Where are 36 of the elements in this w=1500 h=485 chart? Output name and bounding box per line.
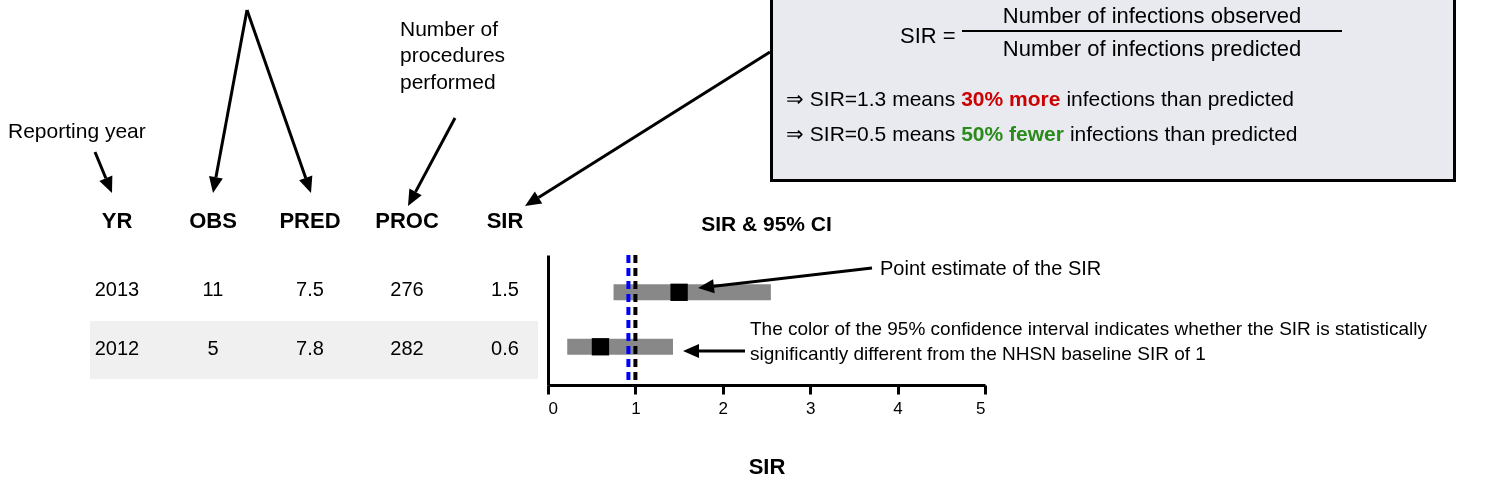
- x-tick-label: 4: [893, 398, 903, 418]
- text: 7.8: [296, 337, 324, 359]
- x-tick-label: 0: [548, 398, 558, 418]
- text: 5: [207, 337, 219, 359]
- chart-title: SIR & 95% CI: [701, 212, 832, 235]
- annotation: Point estimate of the SIR: [880, 256, 1102, 281]
- text: Number of infections predicted: [1001, 35, 1303, 63]
- text: 2013: [94, 278, 140, 300]
- x-tick-label: 3: [805, 398, 816, 418]
- text: 30% more: [961, 87, 1061, 110]
- text: Number of infections observed: [1001, 2, 1303, 30]
- text: 276: [390, 278, 424, 300]
- text: ⇒ SIR=0.5 means: [786, 122, 956, 145]
- text: 282: [390, 337, 424, 359]
- text: Number of procedures performed: [400, 16, 507, 95]
- text: infections than predicted: [1069, 122, 1298, 145]
- x-tick-label: 1: [631, 398, 641, 418]
- text: 7.5: [296, 278, 324, 300]
- text: 0.6: [491, 337, 519, 359]
- category-label: SIR: [485, 208, 525, 234]
- text: 50% fewer: [961, 122, 1064, 145]
- text: infections than predicted: [1066, 87, 1295, 110]
- text: 1.5: [491, 278, 519, 300]
- category-label: YR: [100, 208, 134, 234]
- text: Reporting year: [8, 118, 146, 144]
- category-label: PRED: [278, 208, 342, 234]
- category-label: PROC: [374, 208, 440, 234]
- x-tick-label: 5: [976, 398, 986, 418]
- text: 11: [202, 278, 224, 300]
- text: ⇒ SIR=1.3 means: [786, 87, 956, 110]
- text: 2012: [94, 337, 140, 359]
- annotation: The color of the 95% confidence interval indicates whether the SIR is statistically significantly different from the NHSN baseline SIR of 1: [750, 317, 1428, 366]
- x-axis-title: SIR: [748, 453, 786, 479]
- text: SIR =: [900, 22, 956, 50]
- category-label: OBS: [188, 208, 238, 234]
- x-tick-label: 2: [718, 398, 729, 418]
